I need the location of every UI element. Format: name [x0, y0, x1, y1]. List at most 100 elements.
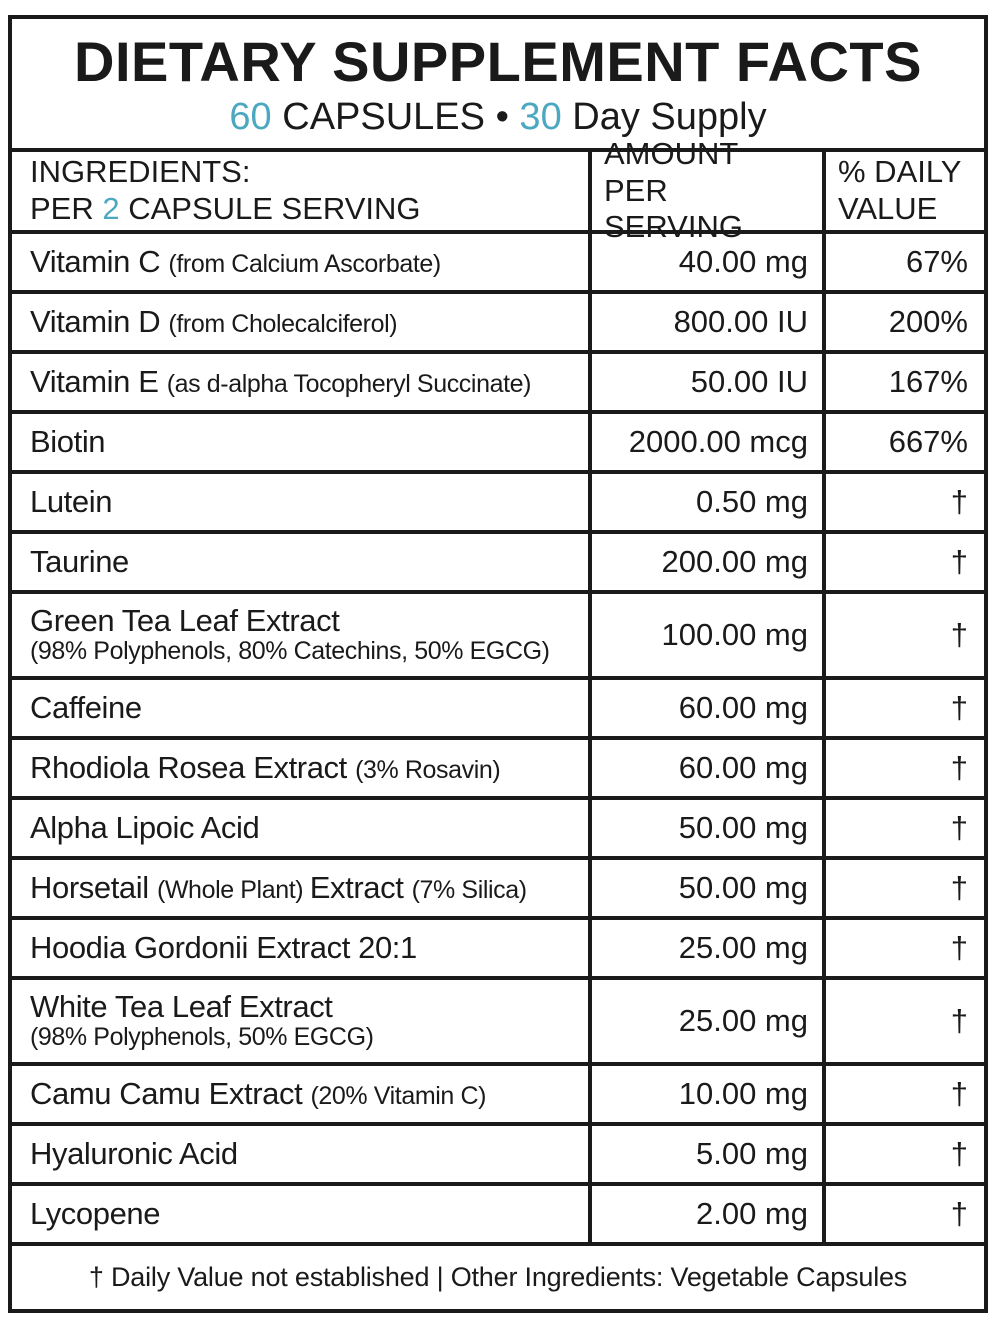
- footer-note: † Daily Value not established | Other In…: [88, 1262, 908, 1292]
- title-block: DIETARY SUPPLEMENT FACTS 60 CAPSULES • 3…: [12, 19, 984, 148]
- ingredient-cell: Caffeine: [12, 680, 588, 736]
- table-row: Hyaluronic Acid 5.00 mg †: [12, 1122, 984, 1182]
- amount-value: 60.00 mg: [678, 750, 808, 785]
- text-segment: Hyaluronic Acid: [30, 1135, 238, 1171]
- daily-value: †: [950, 617, 968, 652]
- text-segment: 30: [508, 95, 562, 138]
- amount-cell: 50.00 IU: [588, 354, 822, 410]
- ingredient-cell: Alpha Lipoic Acid: [12, 800, 588, 856]
- text-segment: PER: [30, 191, 103, 226]
- amount-value: 50.00 mg: [678, 810, 808, 845]
- ingredient-name: Hyaluronic Acid: [30, 1135, 582, 1171]
- amount-cell: 0.50 mg: [588, 474, 822, 530]
- ingredient-cell: Lycopene: [12, 1186, 588, 1242]
- text-segment: Extract: [309, 869, 412, 905]
- daily-value-cell: †: [822, 980, 984, 1062]
- daily-value: †: [950, 1196, 968, 1231]
- amount-value: 10.00 mg: [678, 1076, 808, 1111]
- text-segment: CAPSULE SERVING: [119, 191, 421, 226]
- amount-value: 2000.00 mcg: [628, 424, 808, 459]
- daily-value-cell: 667%: [822, 414, 984, 470]
- daily-value-cell: †: [822, 680, 984, 736]
- text-segment: 60: [229, 95, 272, 138]
- amount-value: 50.00 mg: [678, 870, 808, 905]
- daily-value-cell: †: [822, 474, 984, 530]
- table-row: Vitamin E (as d-alpha Tocopheryl Succina…: [12, 350, 984, 410]
- text-segment: (20% Vitamin C): [310, 1081, 487, 1110]
- ingredient-name: Lutein: [30, 483, 582, 519]
- ingredient-note: (98% Polyphenols, 80% Catechins, 50% EGC…: [30, 636, 550, 665]
- header-dv-line1: % DAILY: [838, 154, 962, 190]
- daily-value-cell: †: [822, 860, 984, 916]
- amount-value: 100.00 mg: [661, 617, 809, 652]
- header-ingredients-line1: INGREDIENTS:: [30, 154, 251, 190]
- text-segment: Alpha Lipoic Acid: [30, 809, 260, 845]
- ingredient-cell: Vitamin E (as d-alpha Tocopheryl Succina…: [12, 354, 588, 410]
- table-row: Lutein 0.50 mg †: [12, 470, 984, 530]
- text-segment: Horsetail: [30, 869, 157, 905]
- table-row: Rhodiola Rosea Extract (3% Rosavin) 60.0…: [12, 736, 984, 796]
- amount-cell: 60.00 mg: [588, 740, 822, 796]
- ingredient-name: Green Tea Leaf Extract: [30, 604, 582, 638]
- table-row: Hoodia Gordonii Extract 20:1 25.00 mg †: [12, 916, 984, 976]
- text-segment: Lutein: [30, 483, 113, 519]
- daily-value-cell: 167%: [822, 354, 984, 410]
- ingredient-name: Vitamin E (as d-alpha Tocopheryl Succina…: [30, 363, 582, 399]
- ingredient-cell: Taurine: [12, 534, 588, 590]
- daily-value: †: [950, 544, 968, 579]
- ingredient-name: Lycopene: [30, 1195, 582, 1231]
- text-segment: Camu Camu Extract: [30, 1075, 311, 1111]
- ingredient-cell: Rhodiola Rosea Extract (3% Rosavin): [12, 740, 588, 796]
- amount-cell: 2000.00 mcg: [588, 414, 822, 470]
- ingredient-name: Vitamin C (from Calcium Ascorbate): [30, 243, 582, 279]
- ingredient-name: Horsetail (Whole Plant) Extract (7% Sili…: [30, 869, 582, 905]
- text-segment: Taurine: [30, 543, 129, 579]
- amount-value: 200.00 mg: [661, 544, 809, 579]
- ingredient-name: Taurine: [30, 543, 582, 579]
- header-ingredients: INGREDIENTS: PER 2 CAPSULE SERVING: [12, 152, 588, 230]
- amount-cell: 60.00 mg: [588, 680, 822, 736]
- daily-value: †: [950, 1003, 968, 1038]
- ingredient-name: Alpha Lipoic Acid: [30, 809, 582, 845]
- ingredient-cell: Biotin: [12, 414, 588, 470]
- text-segment: Caffeine: [30, 689, 142, 725]
- text-segment: (Whole Plant): [156, 875, 310, 904]
- daily-value: †: [950, 1136, 968, 1171]
- text-segment: (as d-alpha Tocopheryl Succinate): [166, 369, 532, 398]
- text-segment: (7% Silica): [411, 875, 527, 904]
- ingredient-cell: Lutein: [12, 474, 588, 530]
- text-segment: Vitamin C: [30, 243, 169, 279]
- amount-cell: 40.00 mg: [588, 234, 822, 290]
- amount-value: 40.00 mg: [678, 244, 808, 279]
- ingredient-name: White Tea Leaf Extract: [30, 990, 582, 1024]
- ingredient-cell: Vitamin C (from Calcium Ascorbate): [12, 234, 588, 290]
- table-row: Vitamin D (from Cholecalciferol) 800.00 …: [12, 290, 984, 350]
- table-row: Taurine 200.00 mg †: [12, 530, 984, 590]
- amount-cell: 800.00 IU: [588, 294, 822, 350]
- amount-value: 800.00 IU: [673, 304, 808, 339]
- header-amount: AMOUNT PER SERVING: [588, 136, 822, 244]
- daily-value-cell: 200%: [822, 294, 984, 350]
- amount-value: 50.00 IU: [690, 364, 808, 399]
- daily-value: †: [950, 690, 968, 725]
- label-subtitle: 60 CAPSULES • 30 Day Supply: [229, 96, 766, 139]
- amount-value: 25.00 mg: [678, 1003, 808, 1038]
- text-segment: Lycopene: [30, 1195, 161, 1231]
- table-header-row: INGREDIENTS: PER 2 CAPSULE SERVING AMOUN…: [12, 136, 984, 244]
- daily-value: †: [950, 484, 968, 519]
- daily-value: 67%: [905, 244, 968, 279]
- text-segment: Vitamin E: [30, 363, 167, 399]
- amount-cell: 5.00 mg: [588, 1126, 822, 1182]
- daily-value-cell: †: [822, 1066, 984, 1122]
- daily-value: †: [950, 930, 968, 965]
- table-row: Vitamin C (from Calcium Ascorbate) 40.00…: [12, 230, 984, 290]
- table-row: Alpha Lipoic Acid 50.00 mg †: [12, 796, 984, 856]
- text-segment: •: [495, 95, 509, 138]
- ingredient-cell: Vitamin D (from Cholecalciferol): [12, 294, 588, 350]
- table-row: Green Tea Leaf Extract (98% Polyphenols,…: [12, 590, 984, 676]
- ingredient-name: Hoodia Gordonii Extract 20:1: [30, 931, 582, 965]
- supplement-facts-label: DIETARY SUPPLEMENT FACTS 60 CAPSULES • 3…: [8, 15, 988, 1313]
- daily-value-cell: †: [822, 1186, 984, 1242]
- daily-value: 200%: [888, 304, 968, 339]
- text-segment: Day Supply: [561, 95, 767, 138]
